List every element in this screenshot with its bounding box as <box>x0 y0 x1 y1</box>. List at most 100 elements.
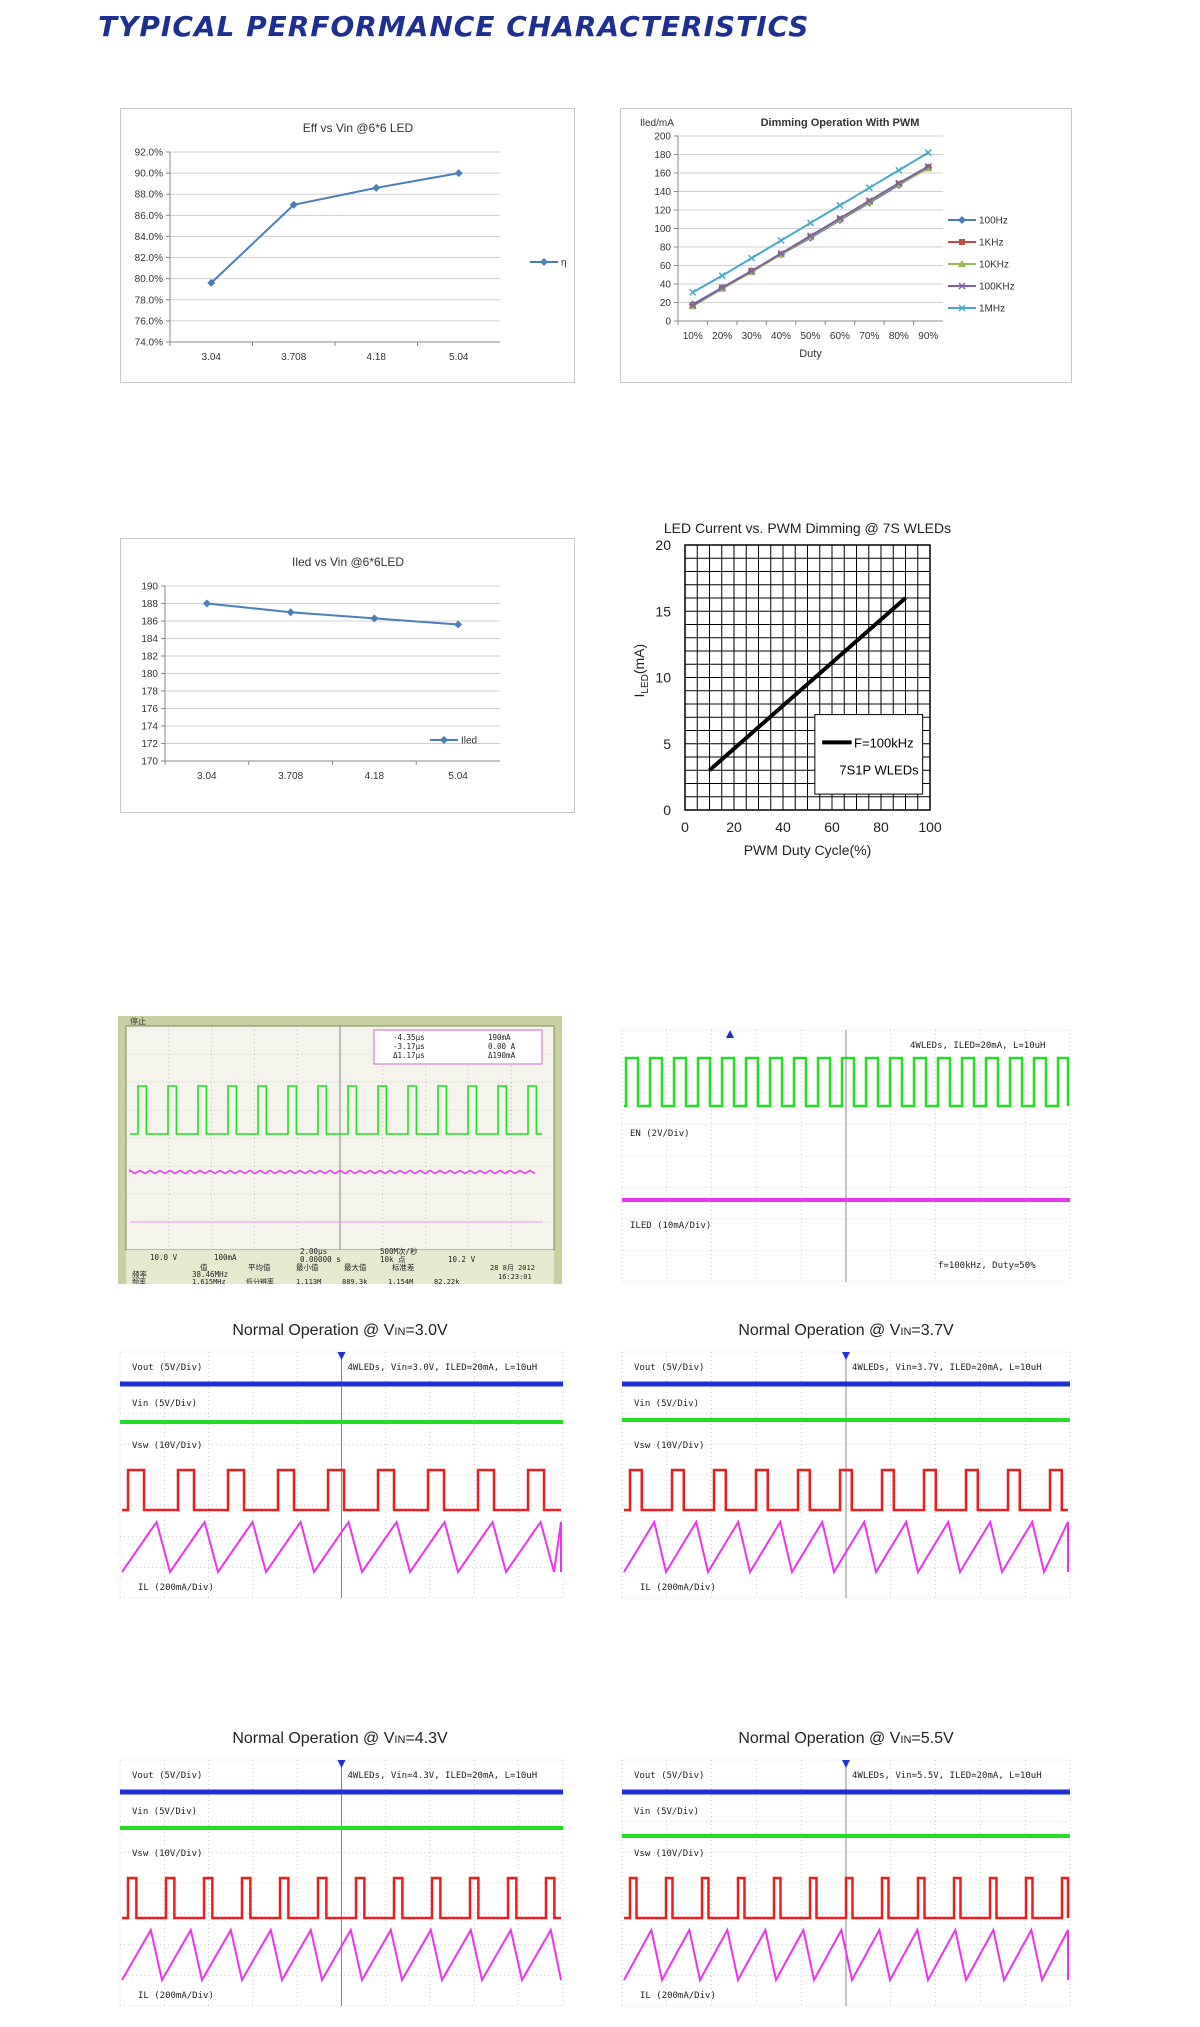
meas-row2-std: 82.22k <box>434 1278 460 1284</box>
x-tick-label: 40% <box>771 331 791 342</box>
vsw-label: Vsw (10V/Div) <box>634 1441 704 1451</box>
legend-label: 1MHz <box>979 304 1005 315</box>
y-tick-label: 100 <box>654 224 671 235</box>
cursor-box <box>373 1029 543 1065</box>
timebase: 2.00µs <box>300 1247 327 1256</box>
data-point <box>865 184 873 192</box>
ch1-pwm-trace <box>130 1085 542 1135</box>
y-tick-label: 0 <box>665 317 671 328</box>
y-tick-label: 20 <box>655 537 671 553</box>
data-point <box>454 169 463 178</box>
normal-op-scope-1: Vout (5V/Div) 4WLEDs, Vin=3.0V, ILED=20mA… <box>118 1350 565 1600</box>
y-tick-label: 90.0% <box>135 169 163 180</box>
data-point <box>689 288 697 296</box>
series-line-Iled <box>206 602 459 626</box>
y-tick-label: 80 <box>660 243 672 254</box>
meas-row2-max: 1.154M <box>388 1278 413 1284</box>
dimming-pwm-svg: Dimming Operation With PWM20018016014012… <box>620 108 1072 383</box>
sample-rate: 500M次/秒 <box>380 1246 418 1256</box>
il-trace <box>121 1927 562 1983</box>
scope-info: 4WLEDs, ILED=20mA, L=10uH <box>910 1041 1045 1051</box>
iled-label: ILED (10mA/Div) <box>630 1221 711 1231</box>
legend-label: 1KHz <box>979 238 1003 249</box>
scope-footer: f=100kHz, Duty=50% <box>938 1261 1036 1271</box>
meas-row1-value: 38.46MHz <box>192 1270 228 1279</box>
x-tick-label: 40 <box>775 819 791 835</box>
led-current-pwm-svg: LED Current vs. PWM Dimming @ 7S WLEDs F=… <box>631 520 951 858</box>
y-tick-label: 86.0% <box>135 211 163 222</box>
legend-marker <box>958 304 966 312</box>
il-trace <box>623 1519 1069 1575</box>
data-point <box>895 166 903 174</box>
legend-marker <box>540 258 548 266</box>
data-point <box>748 254 756 262</box>
data-point <box>806 232 815 240</box>
meas-header: 平均值 <box>248 1262 271 1272</box>
x-tick-label: 20% <box>712 331 732 342</box>
series-line <box>708 596 907 772</box>
normal-op-scope-3: Vout (5V/Div) 4WLEDs, Vin=4.3V, ILED=20mA… <box>118 1758 565 2008</box>
normal-op-scope-4: Vout (5V/Div) 4WLEDs, Vin=5.5V, ILED=20mA… <box>620 1758 1072 2008</box>
il-label: IL (200mA/Div) <box>138 1991 214 2001</box>
data-point <box>924 162 932 171</box>
scope-capture-1: 停止 -4.35µs -3.17µs Δ1.17µs 190mA 0.00 A Δ190mA… <box>118 1016 562 1284</box>
x-axis-label: Duty <box>799 348 822 360</box>
chart-title: Dimming Operation With PWM <box>761 117 920 129</box>
scope-info: 4WLEDs, Vin=3.7V, ILED=20mA, L=10uH <box>852 1363 1042 1373</box>
data-point <box>207 278 216 287</box>
vout-label: Vout (5V/Div) <box>634 1363 704 1373</box>
data-point <box>895 179 903 187</box>
cursor-dt2: -3.17µs <box>393 1042 425 1051</box>
normal-op-title-1: Normal Operation @ VIN=3.0V <box>232 1322 448 1339</box>
trigger-marker <box>842 1352 850 1360</box>
y-tick-label: 88.0% <box>135 190 163 201</box>
y-tick-label: 60 <box>660 261 672 272</box>
legend-box <box>814 714 924 795</box>
scope-info: 4WLEDs, Vin=5.5V, ILED=20mA, L=10uH <box>852 1771 1042 1781</box>
cursor-delta-v: Δ190mA <box>488 1051 516 1060</box>
trigger-marker <box>842 1760 850 1768</box>
vsw-trace <box>624 1468 1068 1512</box>
meas-header: 值 <box>200 1262 208 1272</box>
dimming-pwm-chart: Dimming Operation With PWM 200 180 160 140 12… <box>620 108 1072 383</box>
data-point <box>924 164 933 172</box>
vsw-trace <box>624 1876 1070 1920</box>
y-tick-label: 92.0% <box>135 148 163 159</box>
meas-header: 最大值 <box>344 1262 367 1272</box>
x-tick-label: 20 <box>726 819 742 835</box>
data-point <box>370 614 379 623</box>
legend-marker <box>959 239 965 245</box>
y-tick-label: 40 <box>660 280 672 291</box>
scope-info: 4WLEDs, Vin=3.0V, ILED=20mA, L=10uH <box>348 1363 538 1373</box>
legend-label: F=100kHz <box>854 735 914 750</box>
data-point <box>836 201 844 209</box>
data-point <box>718 272 726 280</box>
x-tick-label: 60% <box>830 331 850 342</box>
legend-marker <box>958 260 966 267</box>
vin-label: Vin (5V/Div) <box>634 1807 699 1817</box>
y-tick-label: 188 <box>141 599 158 610</box>
trigger-pos: 0.00000 s <box>300 1255 341 1264</box>
meas-header: 标准差 <box>392 1262 415 1272</box>
trigger-marker <box>337 1760 346 1768</box>
y-tick-label: 186 <box>141 617 158 628</box>
data-point <box>454 620 463 629</box>
x-tick-label: 5.04 <box>448 771 468 782</box>
data-point <box>718 284 726 292</box>
scope-capture-2: 4WLEDs, ILED=20mA, L=10uH EN (2V/Div) ILED… <box>620 1028 1072 1284</box>
data-point <box>806 219 815 227</box>
legend-label: η <box>561 258 567 269</box>
x-axis-label: PWM Duty Cycle(%) <box>744 842 872 858</box>
data-point <box>372 183 381 192</box>
scope-date: 28 8月 2012 <box>490 1264 535 1272</box>
x-tick-label: 0 <box>681 819 689 835</box>
x-tick-label: 3.708 <box>281 352 306 363</box>
scope-top-label: 停止 <box>130 1016 146 1026</box>
data-point <box>865 197 873 205</box>
x-tick-label: 3.04 <box>197 771 217 782</box>
il-trace <box>121 1519 562 1575</box>
x-tick-label: 100 <box>918 819 942 835</box>
record-points: 10k 点 <box>380 1255 406 1264</box>
y-tick-label: 178 <box>141 687 158 698</box>
trigger-marker <box>337 1352 346 1360</box>
